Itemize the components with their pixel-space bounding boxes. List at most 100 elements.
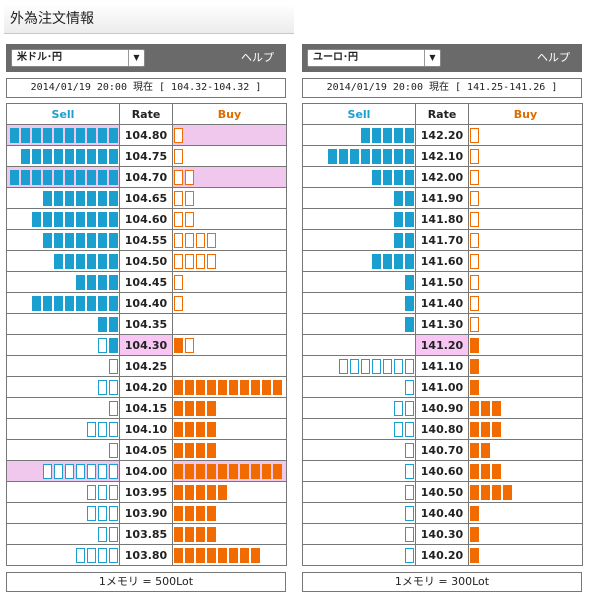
- sell-volume-block: [43, 127, 52, 143]
- sell-volume-block: [394, 358, 403, 374]
- sell-volume-cell: [6, 418, 120, 440]
- table-row: 104.25: [6, 355, 287, 377]
- buy-volume-block: [174, 442, 183, 458]
- rate-cell: 104.15: [119, 397, 173, 419]
- buy-volume-cell: [172, 460, 287, 482]
- sell-volume-block: [394, 232, 403, 248]
- sell-volume-block: [405, 442, 414, 458]
- sell-volume-cell: [302, 523, 416, 545]
- sell-volume-block: [54, 127, 63, 143]
- buy-volume-cell: [468, 145, 583, 167]
- rate-cell: 104.05: [119, 439, 173, 461]
- sell-volume-block: [109, 148, 118, 164]
- sell-volume-block: [405, 358, 414, 374]
- sell-volume-block: [32, 211, 41, 227]
- rate-cell: 141.50: [415, 271, 469, 293]
- eurjpy-panel: ユーロ･円 ▼ ヘルプ 2014/01/19 20:00 現在 [ 141.25…: [302, 44, 583, 592]
- buy-volume-block: [185, 211, 194, 227]
- sell-volume-block: [109, 295, 118, 311]
- table-row: 141.30: [302, 313, 583, 335]
- sell-volume-block: [383, 358, 392, 374]
- buy-volume-cell: [468, 418, 583, 440]
- buy-volume-block: [470, 232, 479, 248]
- buy-volume-block: [240, 463, 249, 479]
- sell-volume-cell: [302, 271, 416, 293]
- sell-volume-block: [98, 190, 107, 206]
- lot-unit-note: 1メモリ = 300Lot: [302, 572, 582, 592]
- sell-volume-block: [76, 295, 85, 311]
- rate-cell: 104.75: [119, 145, 173, 167]
- rate-cell: 140.30: [415, 523, 469, 545]
- sell-volume-block: [383, 127, 392, 143]
- buy-volume-block: [196, 253, 205, 269]
- sell-volume-block: [65, 295, 74, 311]
- sell-volume-block: [76, 232, 85, 248]
- sell-volume-cell: [6, 334, 120, 356]
- help-link[interactable]: ヘルプ: [241, 51, 274, 64]
- sell-volume-cell: [302, 124, 416, 146]
- buy-volume-block: [196, 484, 205, 500]
- currency-pair-select[interactable]: ユーロ･円 ▼: [307, 49, 441, 67]
- sell-volume-cell: [6, 187, 120, 209]
- buy-volume-block: [503, 484, 512, 500]
- sell-volume-cell: [302, 145, 416, 167]
- sell-volume-cell: [6, 502, 120, 524]
- sell-volume-cell: [302, 481, 416, 503]
- buy-volume-block: [470, 400, 479, 416]
- buy-volume-cell: [172, 418, 287, 440]
- rate-cell: 140.20: [415, 544, 469, 566]
- table-row: 104.30: [6, 334, 287, 356]
- rate-cell: 104.35: [119, 313, 173, 335]
- sell-volume-block: [98, 316, 107, 332]
- buy-volume-block: [470, 274, 479, 290]
- buy-volume-block: [273, 463, 282, 479]
- order-book-table: Sell Rate Buy 142.20 142.10 142.00 141.90 14…: [302, 103, 583, 566]
- rate-cell: 142.10: [415, 145, 469, 167]
- rate-cell: 104.80: [119, 124, 173, 146]
- buy-volume-block: [251, 379, 260, 395]
- sell-volume-block: [76, 169, 85, 185]
- buy-volume-block: [174, 400, 183, 416]
- sell-volume-block: [405, 169, 414, 185]
- buy-volume-block: [470, 127, 479, 143]
- table-row: 140.50: [302, 481, 583, 503]
- buy-volume-block: [470, 295, 479, 311]
- table-header-row: Sell Rate Buy: [6, 103, 287, 125]
- sell-volume-cell: [302, 166, 416, 188]
- buy-volume-block: [470, 316, 479, 332]
- help-link[interactable]: ヘルプ: [537, 51, 570, 64]
- sell-volume-block: [76, 274, 85, 290]
- table-row: 142.20: [302, 124, 583, 146]
- sell-volume-block: [87, 484, 96, 500]
- sell-volume-block: [32, 148, 41, 164]
- sell-volume-block: [394, 400, 403, 416]
- sell-volume-cell: [302, 187, 416, 209]
- sell-volume-block: [21, 127, 30, 143]
- table-row: 104.45: [6, 271, 287, 293]
- buy-volume-block: [174, 421, 183, 437]
- rate-cell: 140.90: [415, 397, 469, 419]
- sell-volume-block: [339, 358, 348, 374]
- buy-volume-cell: [172, 187, 287, 209]
- sell-volume-block: [383, 253, 392, 269]
- buy-volume-cell: [468, 208, 583, 230]
- sell-volume-cell: [6, 313, 120, 335]
- sell-volume-block: [10, 169, 19, 185]
- rate-cell: 141.40: [415, 292, 469, 314]
- rate-column-header: Rate: [119, 103, 173, 125]
- buy-volume-cell: [172, 208, 287, 230]
- sell-volume-block: [76, 547, 85, 563]
- sell-volume-cell: [302, 250, 416, 272]
- sell-volume-block: [10, 127, 19, 143]
- sell-volume-cell: [6, 145, 120, 167]
- sell-volume-block: [76, 253, 85, 269]
- buy-volume-block: [470, 421, 479, 437]
- sell-volume-block: [109, 379, 118, 395]
- sell-volume-block: [43, 190, 52, 206]
- table-row: 104.75: [6, 145, 287, 167]
- buy-column-header: Buy: [468, 103, 583, 125]
- currency-pair-select[interactable]: 米ドル･円 ▼: [11, 49, 145, 67]
- sell-volume-block: [109, 442, 118, 458]
- sell-volume-block: [394, 253, 403, 269]
- buy-volume-block: [174, 526, 183, 542]
